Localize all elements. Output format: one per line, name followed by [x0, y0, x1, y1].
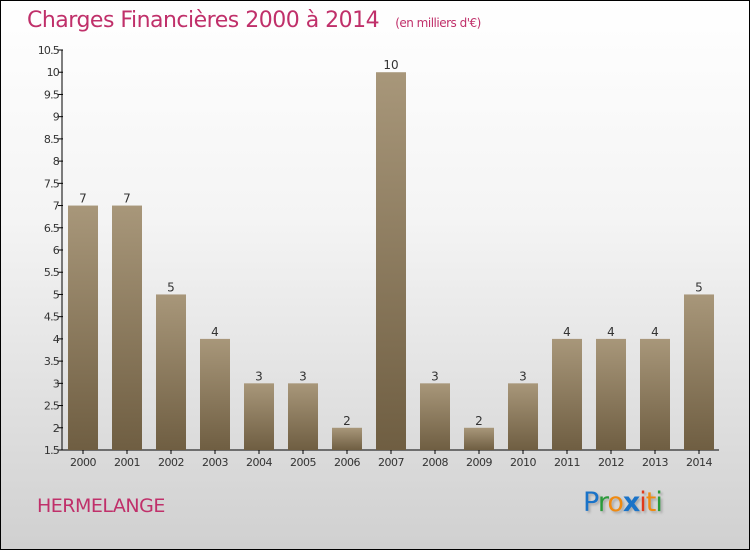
- title-text: Charges Financières 2000 à 2014: [27, 8, 380, 33]
- y-tick-label: 4.5: [44, 311, 60, 324]
- data-label: 4: [607, 325, 615, 339]
- bar-2004: [244, 383, 274, 450]
- data-label: 3: [299, 369, 307, 383]
- bar-2003: [200, 338, 230, 450]
- y-tick-label: 9.5: [44, 88, 60, 101]
- bar-2006: [332, 427, 362, 450]
- x-tick-label: 2003: [202, 456, 228, 469]
- y-tick-label: 1.5: [44, 444, 60, 457]
- bar-2000: [68, 205, 98, 450]
- x-tick-label: 2005: [290, 456, 316, 469]
- y-tick-label: 5.5: [44, 266, 60, 279]
- data-label: 2: [343, 414, 351, 428]
- data-label: 4: [563, 325, 571, 339]
- x-tick-label: 2010: [510, 456, 536, 469]
- y-tick-label: 6.5: [44, 222, 60, 235]
- data-label: 4: [211, 325, 219, 339]
- bar-2008: [420, 383, 450, 450]
- bar-2009: [464, 427, 494, 450]
- x-tick-label: 2008: [422, 456, 448, 469]
- y-tick-label: 7.5: [44, 177, 60, 190]
- bar-2012: [596, 338, 626, 450]
- x-tick-label: 2001: [114, 456, 140, 469]
- unit-label: (en milliers d'€): [395, 16, 481, 30]
- proxiti-logo: Proxiti: [583, 487, 663, 518]
- x-tick-label: 2012: [598, 456, 624, 469]
- bar-2007: [376, 72, 406, 450]
- data-label: 7: [79, 192, 87, 206]
- commune-name: HERMELANGE: [37, 495, 165, 517]
- x-tick-label: 2000: [70, 456, 96, 469]
- y-tick-label: 4: [53, 333, 60, 346]
- data-label: 7: [123, 192, 131, 206]
- bar-2014: [684, 294, 714, 450]
- y-tick-label: 8: [53, 155, 60, 168]
- bar-2001: [112, 205, 142, 450]
- y-tick-label: 5: [53, 288, 60, 301]
- data-label: 5: [167, 280, 175, 294]
- x-tick-label: 2007: [378, 456, 404, 469]
- bar-2013: [640, 338, 670, 450]
- y-tick-label: 9: [53, 111, 60, 124]
- bar-2010: [508, 383, 538, 450]
- x-tick-label: 2004: [246, 456, 272, 469]
- x-tick-label: 2011: [554, 456, 580, 469]
- y-tick-label: 7: [53, 200, 60, 213]
- data-label: 5: [695, 280, 703, 294]
- chart-title: Charges Financières 2000 à 2014 (en milli…: [27, 8, 481, 33]
- data-label: 2: [475, 414, 483, 428]
- data-label: 3: [431, 369, 439, 383]
- y-tick-label: 2.5: [44, 400, 60, 413]
- data-label: 3: [519, 369, 527, 383]
- x-tick-label: 2006: [334, 456, 360, 469]
- y-tick-label: 3: [53, 377, 60, 390]
- y-tick-label: 10.5: [38, 44, 60, 57]
- data-label: 10: [383, 58, 398, 72]
- x-tick-label: 2009: [466, 456, 492, 469]
- y-tick-label: 10: [47, 66, 60, 79]
- y-tick-label: 6: [53, 244, 60, 257]
- y-tick-label: 3.5: [44, 355, 60, 368]
- bar-2011: [552, 338, 582, 450]
- x-tick-label: 2002: [158, 456, 184, 469]
- y-tick-label: 2: [53, 422, 59, 435]
- data-label: 4: [651, 325, 659, 339]
- x-tick-label: 2013: [642, 456, 668, 469]
- bar-2002: [156, 294, 186, 450]
- data-label: 3: [255, 369, 263, 383]
- bar-2005: [288, 383, 318, 450]
- y-tick-label: 8.5: [44, 133, 60, 146]
- x-tick-label: 2014: [686, 456, 712, 469]
